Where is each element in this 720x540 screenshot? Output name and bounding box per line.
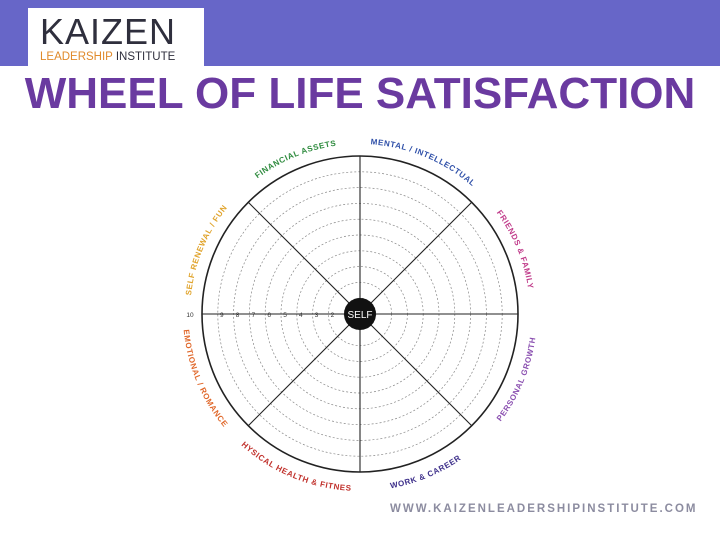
scale-label: 7 xyxy=(252,312,256,319)
logo-subtitle-institute: INSTITUTE xyxy=(112,51,176,63)
scale-label: 9 xyxy=(220,312,224,319)
segment-label: EMOTIONAL / ROMANCE xyxy=(182,329,230,429)
scale-label: 8 xyxy=(236,312,240,319)
segment-label: PHYSICAL HEALTH & FITNESS xyxy=(170,130,352,493)
center-self-label: SELF xyxy=(347,310,372,321)
scale-label: 6 xyxy=(267,312,271,319)
segment-label: SELF RENEWAL / FUN xyxy=(184,203,229,296)
segment-label: MENTAL / INTELLECTUAL xyxy=(370,137,477,188)
wheel-spokes xyxy=(202,156,518,472)
wheel-spoke xyxy=(359,201,473,315)
page-title: WHEEL OF LIFE SATISFACTION xyxy=(24,69,696,118)
logo-subtitle: LEADERSHIP INSTITUTE xyxy=(40,51,175,63)
scale-label: 2 xyxy=(331,312,335,319)
segment-label: PERSONAL GROWTH xyxy=(495,336,538,422)
footer-url: WWW.KAIZENLEADERSHIPINSTITUTE.COM xyxy=(390,503,698,515)
scale-label: 4 xyxy=(299,312,303,319)
scale-label: 5 xyxy=(283,312,287,319)
wheel-spoke xyxy=(247,313,361,427)
logo-subtitle-leadership: LEADERSHIP xyxy=(40,51,113,63)
segment-label: FRIENDS & FAMILY xyxy=(495,208,535,289)
logo-brand: KAIZEN xyxy=(40,11,177,52)
segment-label: WORK & CAREER xyxy=(389,453,462,490)
center-self-dot xyxy=(344,298,376,330)
wheel-spoke xyxy=(359,313,473,427)
scale-label: 3 xyxy=(315,312,319,319)
scale-label: 10 xyxy=(186,312,194,319)
logo: KAIZEN LEADERSHIP INSTITUTE xyxy=(28,8,204,66)
wheel-scale: 10987654321 xyxy=(186,312,350,319)
wheel-spoke xyxy=(247,201,361,315)
